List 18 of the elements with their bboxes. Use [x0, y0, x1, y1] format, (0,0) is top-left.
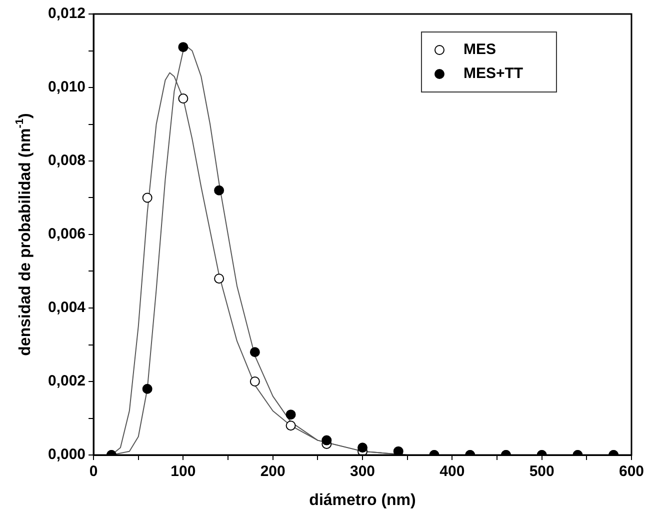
- x-tick-label: 500: [529, 463, 554, 480]
- y-tick-label: 0,000: [48, 446, 86, 464]
- y-tick-label: 0,002: [48, 372, 86, 390]
- x-tick-label: 300: [350, 463, 376, 480]
- x-tick-label: 600: [618, 463, 644, 480]
- x-axis-title: diámetro (nm): [309, 492, 416, 509]
- y-axis-title: densidad de probabilidad (nm-1): [14, 113, 34, 356]
- y-tick-label: 0,006: [48, 226, 86, 243]
- x-tick-label: 100: [170, 463, 196, 480]
- y-tick-label: 0,008: [48, 152, 86, 170]
- legend-label: MES: [463, 41, 496, 58]
- x-tick-label: 400: [440, 463, 465, 480]
- legend-label: MES+TT: [463, 65, 524, 82]
- x-tick-label: 200: [260, 463, 286, 480]
- y-tick-label: 0,004: [48, 299, 86, 316]
- y-tick-label: 0,010: [48, 78, 86, 96]
- x-tick-label: 0: [89, 463, 98, 480]
- y-tick-label: 0,012: [48, 5, 86, 22]
